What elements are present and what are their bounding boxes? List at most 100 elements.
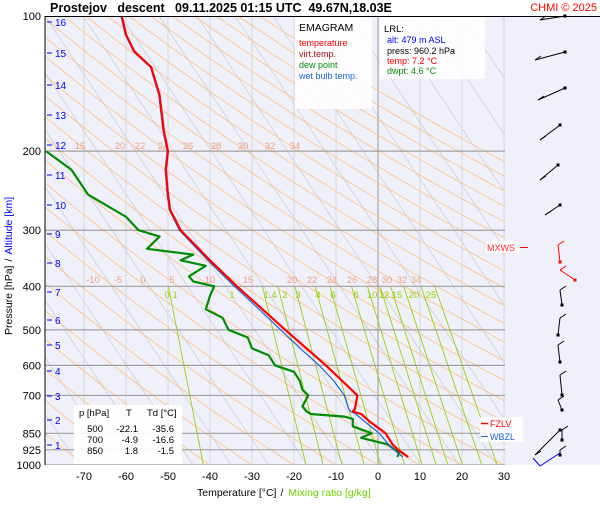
wind-barb-dot bbox=[559, 361, 562, 364]
mixing-ratio-label: 12 bbox=[379, 290, 390, 301]
x-tick-label: -60 bbox=[118, 471, 134, 483]
wind-barb-dot bbox=[559, 429, 562, 432]
x-axis-label: Temperature [°C] bbox=[197, 487, 277, 499]
altitude-tick-label: 15 bbox=[55, 49, 67, 60]
x-tick-label: 0 bbox=[375, 471, 381, 483]
wind-barb-dot bbox=[559, 204, 562, 207]
lrl-press: press: 960.2 hPa bbox=[387, 46, 455, 56]
y-axis-title: Pressure [hPa]/Altitude [km] bbox=[3, 197, 15, 335]
adiabat-label: 0 bbox=[140, 275, 145, 286]
x-tick-label: -30 bbox=[244, 471, 260, 483]
altitude-tick-label: 2 bbox=[55, 416, 61, 427]
svg-text:Pressure [hPa]/Altitude [km]: Pressure [hPa]/Altitude [km] bbox=[3, 197, 15, 335]
lrl-title: LRL: bbox=[384, 24, 404, 35]
adiabat-label: 22 bbox=[307, 275, 318, 286]
x-tick-label: -70 bbox=[76, 471, 92, 483]
x-tick-label: 30 bbox=[498, 471, 510, 483]
adiabat-label: 34 bbox=[290, 141, 301, 152]
table-cell: 700 bbox=[87, 435, 103, 446]
mixing-ratio-label: 6 bbox=[330, 290, 335, 301]
y-tick-label: 850 bbox=[23, 428, 41, 440]
x-tick-label: 10 bbox=[414, 471, 426, 483]
adiabat-label: 20 bbox=[115, 141, 126, 152]
legend-title: EMAGRAM bbox=[299, 22, 353, 34]
y-tick-label: 1000 bbox=[17, 460, 41, 472]
wind-barb-dot bbox=[557, 334, 560, 337]
legend-wet-bulb: wet bulb temp. bbox=[298, 71, 358, 81]
y-tick-label: 100 bbox=[23, 11, 41, 23]
y-tick-label: 925 bbox=[23, 445, 41, 457]
adiabat-label: 32 bbox=[397, 275, 408, 286]
mixing-ratio-label: 1 bbox=[229, 290, 234, 301]
altitude-tick-label: 4 bbox=[55, 367, 61, 378]
altitude-tick-label: 12 bbox=[55, 141, 67, 152]
table-header-t: T bbox=[126, 408, 132, 419]
altitude-tick-label: 16 bbox=[55, 18, 67, 29]
x-tick-label: 20 bbox=[456, 471, 468, 483]
y-tick-label: 400 bbox=[23, 281, 41, 293]
altitude-tick-label: 11 bbox=[55, 171, 66, 182]
chart-title: Prostejov descent 09.11.2025 01:15 UTC 4… bbox=[50, 1, 392, 15]
adiabat-label: 24 bbox=[327, 275, 338, 286]
adiabat-label: 26 bbox=[183, 141, 194, 152]
altitude-tick-label: 10 bbox=[55, 201, 67, 212]
lrl-alt: alt: 479 m ASL bbox=[387, 35, 446, 45]
wind-barb-dot bbox=[561, 409, 564, 412]
x-tick-label: -50 bbox=[160, 471, 176, 483]
wbzl-label: WBZL bbox=[490, 432, 515, 442]
adiabat-label: 32 bbox=[265, 141, 276, 152]
adiabat-label: 28 bbox=[367, 275, 378, 286]
altitude-tick-label: 7 bbox=[55, 288, 61, 299]
wind-barb-dot bbox=[561, 304, 564, 307]
table-cell: 850 bbox=[87, 446, 103, 457]
mixing-ratio-label: 0.1 bbox=[164, 290, 177, 301]
table-cell: 1.8 bbox=[125, 446, 138, 457]
mixing-ratio-label: 2 bbox=[282, 290, 287, 301]
altitude-tick-label: 13 bbox=[55, 111, 67, 122]
altitude-tick-label: 8 bbox=[55, 259, 61, 270]
mixing-ratio-label: 25 bbox=[426, 290, 437, 301]
legend-virt-temp: virt.temp. bbox=[299, 49, 336, 59]
x-axis-title: Temperature [°C]/Mixing ratio [g/kg] bbox=[197, 487, 371, 499]
y-tick-label: 500 bbox=[23, 325, 41, 337]
altitude-tick-label: 14 bbox=[55, 81, 67, 92]
wind-barb-dot bbox=[559, 124, 562, 127]
adiabat-label: 28 bbox=[211, 141, 222, 152]
adiabat-label: -5 bbox=[114, 275, 122, 286]
table-cell: -35.6 bbox=[152, 424, 174, 435]
table-cell: -16.6 bbox=[152, 435, 174, 446]
y-tick-label: 600 bbox=[23, 360, 41, 372]
wind-barb-dot bbox=[557, 164, 560, 167]
x-tick-label: -10 bbox=[328, 471, 344, 483]
fzlv-wbzl-markers: FZLV WBZL bbox=[480, 417, 523, 442]
adiabat-label: 26 bbox=[347, 275, 358, 286]
levels-table: p [hPa] T Td [°C] 500 -22.1 -35.6 700 -4… bbox=[74, 405, 182, 464]
adiabat-label: -10 bbox=[86, 275, 100, 286]
wind-barb-dot bbox=[561, 439, 564, 442]
table-cell: -4.9 bbox=[122, 435, 138, 446]
mixing-ratio-label: 20 bbox=[409, 290, 420, 301]
wind-barb-dot bbox=[559, 261, 562, 264]
mxws-label: MXWS bbox=[487, 243, 515, 253]
legend-temperature: temperature bbox=[299, 38, 348, 48]
mixing-ratio-label: 10 bbox=[367, 290, 378, 301]
adiabat-label: 15 bbox=[75, 141, 86, 152]
copyright: CHMI © 2025 bbox=[530, 2, 597, 14]
x-tick-label: -20 bbox=[286, 471, 302, 483]
adiabat-label: 30 bbox=[382, 275, 393, 286]
adiabat-label: 5 bbox=[169, 275, 174, 286]
altitude-tick-label: 3 bbox=[55, 392, 61, 403]
lrl-temp: temp: 7.2 °C bbox=[387, 56, 438, 66]
svg-text:Temperature [°C]/Mixing ratio: Temperature [°C]/Mixing ratio [g/kg] bbox=[197, 487, 371, 499]
altitude-tick-label: 6 bbox=[55, 316, 61, 327]
y-axis-sep: / bbox=[3, 259, 15, 262]
adiabat-label: 30 bbox=[238, 141, 249, 152]
x-axis-sep: / bbox=[280, 487, 283, 499]
wind-barb-dot bbox=[564, 51, 567, 54]
y-tick-label: 300 bbox=[23, 225, 41, 237]
adiabat-label: 22 bbox=[135, 141, 146, 152]
y-tick-label: 200 bbox=[23, 146, 41, 158]
adiabat-label: 20 bbox=[287, 275, 298, 286]
mixing-ratio-label: 15 bbox=[392, 290, 403, 301]
